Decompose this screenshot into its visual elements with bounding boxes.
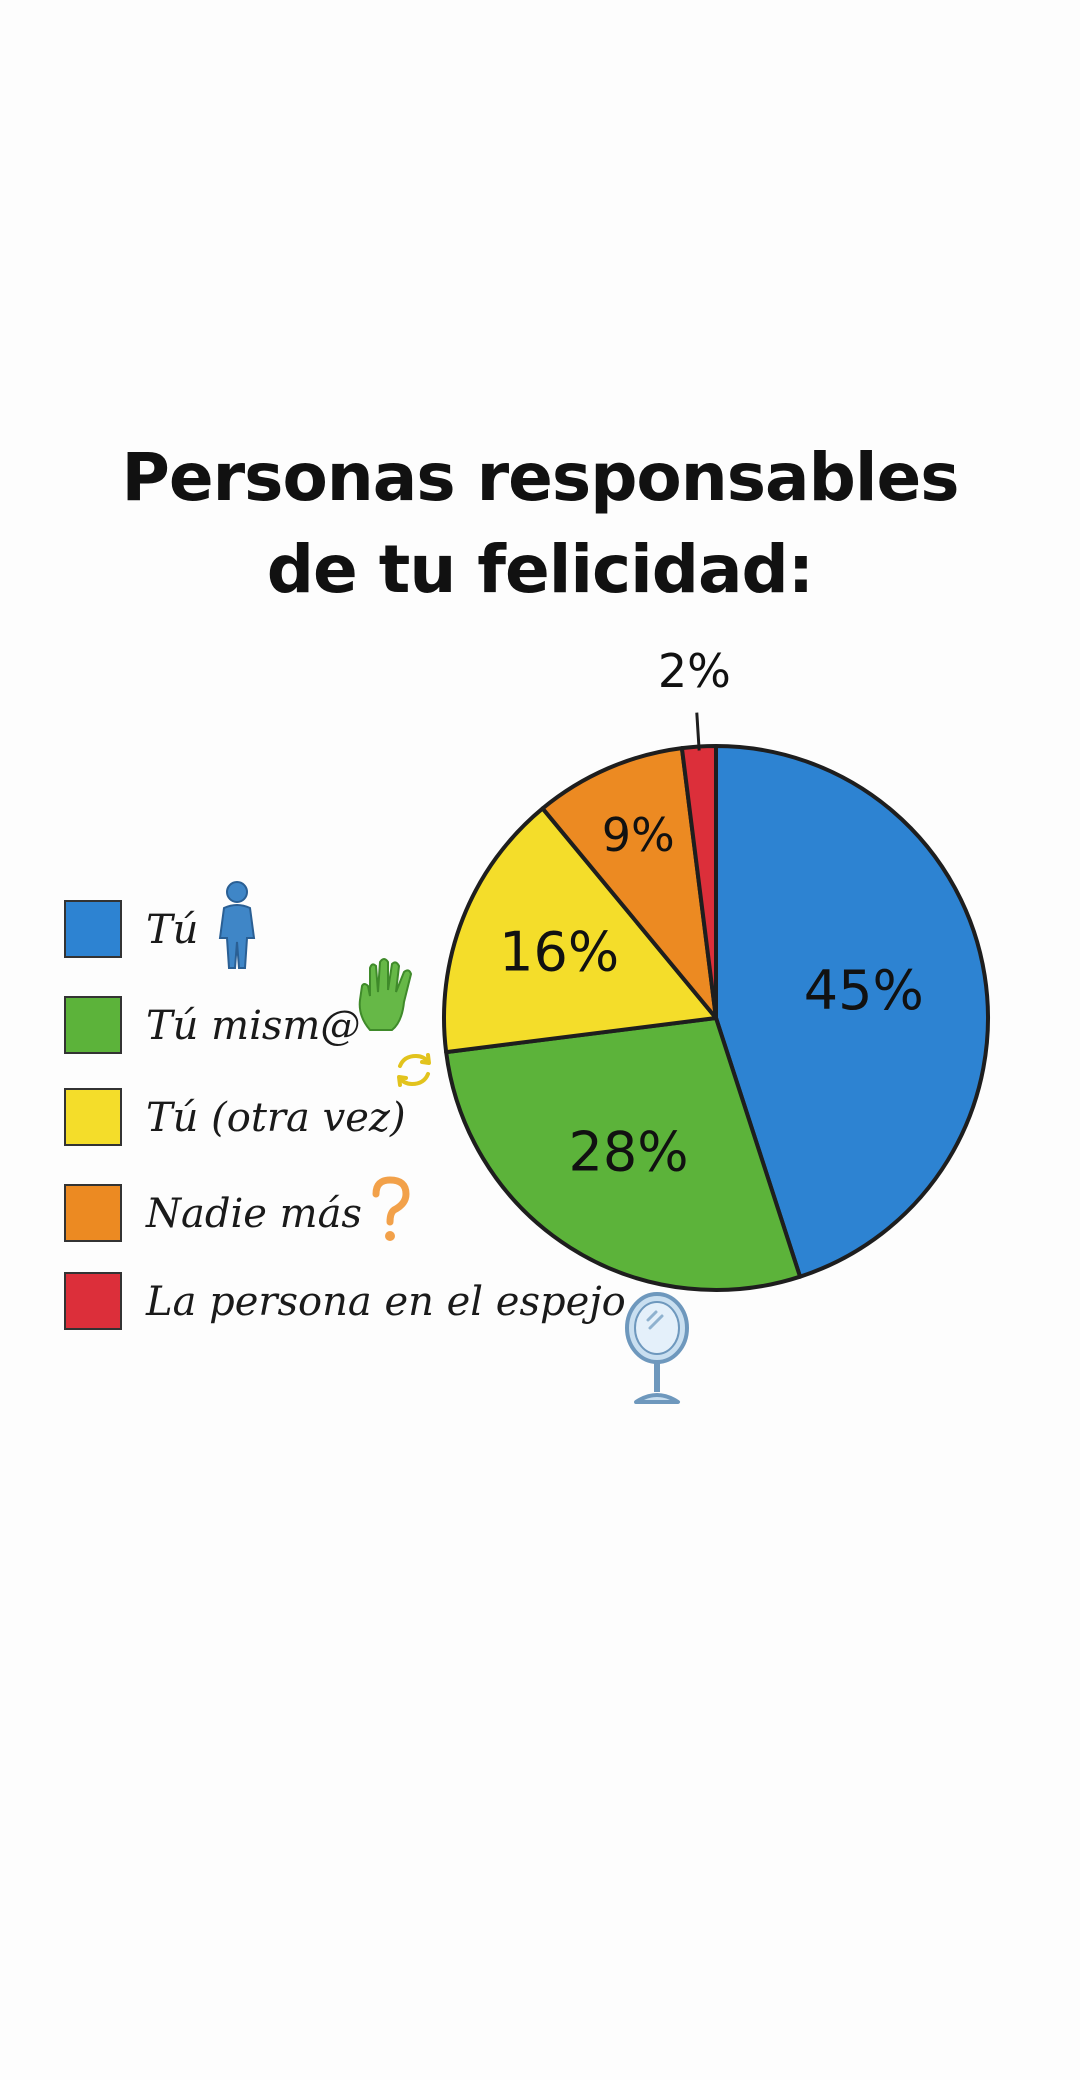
legend-swatch — [64, 900, 122, 958]
pie-labels: 45% 28% 16% 9% 2% — [499, 644, 924, 1183]
pie-slice-1 — [444, 1016, 803, 1292]
legend-item-tu-otra-vez: Tú (otra vez) — [64, 1053, 664, 1150]
slice-leader-line — [695, 712, 701, 751]
legend-item-tu-mism: Tú mism@ — [64, 958, 664, 1058]
legend-label: Tú (otra vez) — [146, 1095, 406, 1141]
slice-label-1: 28% — [569, 1120, 689, 1183]
legend-item-tu: Tú — [64, 881, 664, 969]
legend-item-nadie-mas: Nadie más — [64, 1176, 664, 1246]
chart-title-line-1: Personas responsables — [121, 439, 960, 516]
hand-icon — [352, 956, 420, 1036]
slice-label-3: 9% — [602, 808, 675, 862]
chart-title-line-2: de tu felicidad: — [266, 531, 814, 608]
legend-swatch — [64, 1272, 122, 1330]
legend-swatch — [64, 1088, 122, 1146]
repeat-arrows-icon — [392, 1048, 436, 1096]
question-mark-icon — [368, 1176, 412, 1250]
legend-label: Tú — [146, 907, 199, 953]
legend-swatch — [64, 1184, 122, 1242]
legend-label: La persona en el espejo — [146, 1279, 626, 1325]
chart-title: Personas responsables de tu felicidad: — [0, 432, 1080, 616]
slice-label-2: 16% — [499, 921, 619, 984]
legend-swatch — [64, 996, 122, 1054]
pie-slice-3 — [540, 746, 718, 1020]
legend-label: Nadie más — [146, 1191, 362, 1237]
pie-slice-2 — [442, 806, 718, 1055]
legend-label: Tú mism@ — [146, 1003, 361, 1049]
pie-slices — [442, 744, 991, 1292]
pie-slice-0 — [714, 744, 991, 1279]
person-icon — [214, 880, 260, 974]
mirror-icon — [620, 1292, 694, 1412]
slice-label-0: 45% — [804, 959, 924, 1022]
legend-item-espejo: La persona en el espejo — [64, 1272, 689, 1404]
slice-label-4: 2% — [658, 644, 731, 698]
